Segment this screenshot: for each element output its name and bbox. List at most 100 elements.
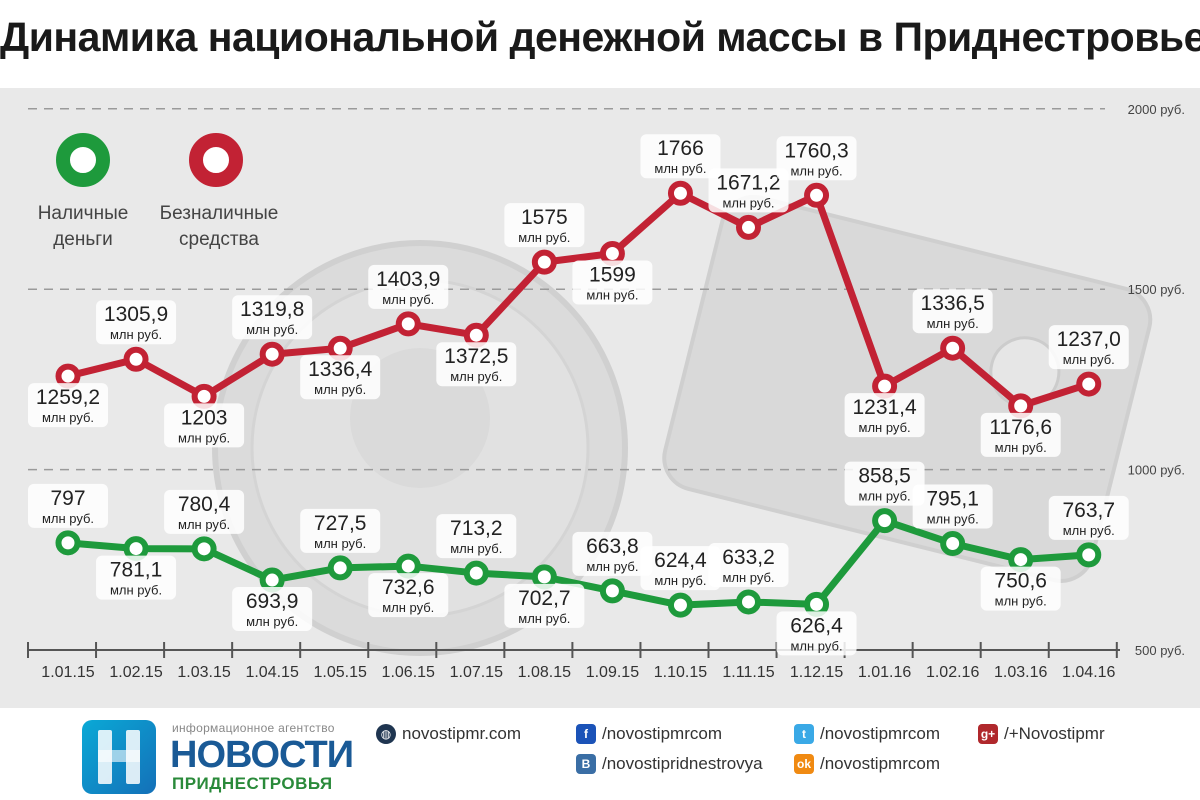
data-label-value: 663,8: [586, 535, 639, 558]
data-label-bg: [640, 134, 721, 179]
data-label-value: 702,7: [518, 587, 571, 610]
data-label-bg: [96, 555, 177, 600]
data-label-bg: [164, 403, 245, 448]
website-link-text: novostipmr.com: [402, 724, 522, 743]
data-label-value: 858,5: [858, 465, 911, 488]
data-label-unit: млн руб.: [178, 517, 230, 532]
data-label-unit: млн руб.: [722, 570, 774, 585]
x-tick-label: 1.01.16: [858, 664, 911, 681]
data-label-bg: [300, 355, 381, 400]
data-point: [191, 536, 217, 562]
data-label-value: 693,9: [246, 590, 299, 613]
agency-name: НОВОСТИ: [170, 734, 354, 776]
x-tick-label: 1.02.16: [926, 664, 979, 681]
x-tick-label: 1.06.15: [382, 664, 435, 681]
data-label-value: 780,4: [178, 493, 231, 516]
data-label-unit: млн руб.: [586, 559, 638, 574]
data-label-unit: млн руб.: [450, 369, 502, 384]
data-point: [327, 335, 353, 361]
twitter-link[interactable]: t /novostipmrcom: [794, 724, 940, 744]
data-label-bg: [708, 542, 789, 587]
googleplus-icon: g+: [978, 724, 998, 744]
data-label-bg: [912, 289, 993, 334]
data-label-unit: млн руб.: [42, 511, 94, 526]
y-tick-label: 1000 руб.: [1128, 463, 1185, 478]
facebook-link[interactable]: f /novostipmrcom: [576, 724, 722, 744]
data-label-bg: [708, 168, 789, 213]
x-tick-label: 1.01.15: [41, 664, 94, 681]
data-point: [940, 335, 966, 361]
data-label-unit: млн руб.: [859, 489, 911, 504]
y-tick-label: 1500 руб.: [1128, 282, 1185, 297]
x-tick-label: 1.09.15: [586, 664, 639, 681]
data-point: [1076, 542, 1102, 568]
data-label-unit: млн руб.: [518, 611, 570, 626]
data-point: [872, 373, 898, 399]
x-tick-label: 1.11.15: [722, 664, 774, 681]
data-point: [804, 182, 830, 208]
data-label-bg: [368, 264, 449, 309]
data-label-bg: [300, 508, 381, 553]
legend-noncash-label-line1: Безналичные: [160, 203, 279, 224]
data-label-value: 1203: [181, 406, 228, 429]
data-label-unit: млн руб.: [790, 638, 842, 653]
data-label-bg: [844, 461, 925, 506]
data-label-unit: млн руб.: [927, 316, 979, 331]
data-point: [667, 592, 693, 618]
data-label-value: 1237,0: [1057, 328, 1121, 351]
data-label-unit: млн руб.: [1063, 523, 1115, 538]
data-point: [463, 560, 489, 586]
data-label-value: 750,6: [994, 570, 1047, 593]
footer: информационное агентство НОВОСТИ ПРИДНЕС…: [0, 708, 1200, 800]
odnoklassniki-link[interactable]: ok /novostipmrcom: [794, 754, 940, 774]
data-label-bg: [436, 514, 517, 559]
data-label-value: 1336,4: [308, 358, 373, 381]
data-label-bg: [912, 484, 993, 529]
data-label-unit: млн руб.: [314, 382, 366, 397]
data-label-value: 1259,2: [36, 386, 100, 409]
data-label-bg: [368, 573, 449, 618]
odnoklassniki-link-text: /novostipmrcom: [820, 754, 940, 773]
data-label-unit: млн руб.: [995, 594, 1047, 609]
data-label-unit: млн руб.: [586, 287, 638, 302]
data-point: [123, 536, 149, 562]
data-label-bg: [28, 483, 108, 528]
data-label-unit: млн руб.: [246, 322, 298, 337]
website-link[interactable]: ◍ novostipmr.com: [376, 724, 521, 744]
y-tick-label: 500 руб.: [1135, 643, 1185, 658]
agency-tagline: информационное агентство: [172, 721, 335, 735]
vk-link[interactable]: B /novostipridnestrovya: [576, 754, 763, 774]
googleplus-link[interactable]: g+ /+Novostipmr: [978, 724, 1105, 744]
data-label-unit: млн руб.: [246, 614, 298, 629]
data-point: [667, 180, 693, 206]
data-label-unit: млн руб.: [382, 600, 434, 615]
data-point: [736, 589, 761, 615]
data-label-value: 1336,5: [921, 292, 985, 315]
chart-panel: 500 руб. 1000 руб. 1500 руб. 2000 руб. 1.01…: [0, 88, 1200, 708]
legend: Наличные деньги Безналичные средства: [38, 133, 279, 250]
data-label-bg: [572, 260, 653, 305]
data-label-value: 1372,5: [444, 345, 508, 368]
odnoklassniki-icon: ok: [794, 754, 814, 774]
legend-noncash-label-line2: средства: [179, 229, 259, 250]
line-chart: 500 руб. 1000 руб. 1500 руб. 2000 руб. 1.01…: [27, 102, 1185, 681]
x-tick-label: 1.02.15: [109, 664, 162, 681]
data-point: [1008, 547, 1034, 573]
data-label-unit: млн руб.: [995, 440, 1047, 455]
facebook-icon: f: [576, 724, 596, 744]
data-label-bg: [980, 566, 1061, 611]
data-label-value: 1599: [589, 263, 636, 286]
data-label-bg: [1048, 325, 1129, 370]
data-label-unit: млн руб.: [722, 195, 774, 210]
data-label-value: 727,5: [314, 512, 367, 535]
data-label-value: 781,1: [110, 559, 163, 582]
data-label-bg: [232, 295, 313, 340]
legend-cash-label-line1: Наличные: [38, 203, 129, 224]
agency-logo: [82, 720, 156, 794]
data-label-value: 1319,8: [240, 298, 304, 321]
data-point: [1008, 393, 1034, 419]
x-axis: 1.01.15 1.02.15 1.03.15 1.04.15 1.05.15 1.06.…: [27, 642, 1120, 681]
data-point: [463, 322, 489, 348]
